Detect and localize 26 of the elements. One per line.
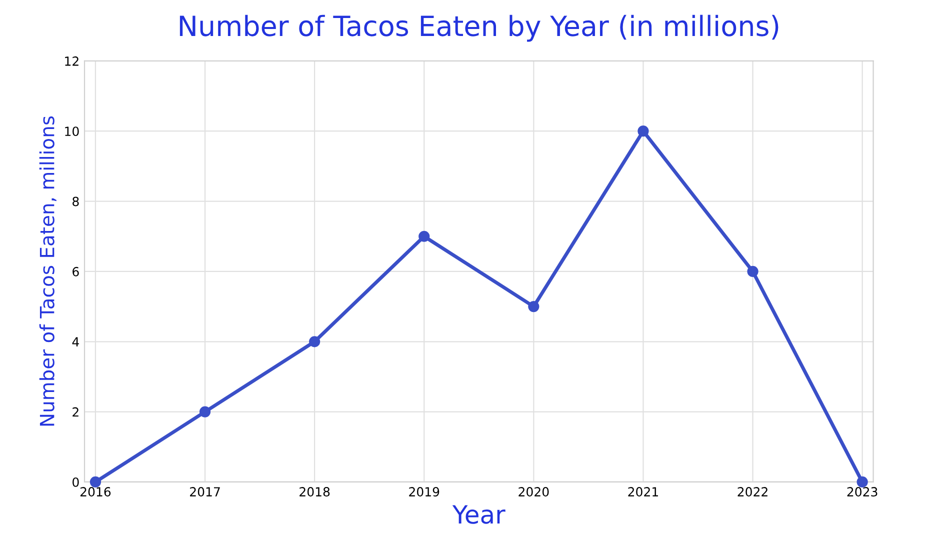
y-tick-label: 4 bbox=[72, 337, 79, 346]
x-axis-title: Year bbox=[452, 505, 506, 524]
x-tick-label: 2018 bbox=[300, 487, 330, 497]
x-tick-label: 2017 bbox=[190, 487, 220, 497]
point bbox=[418, 230, 430, 242]
y-tick-label: 10 bbox=[65, 126, 79, 136]
x-tick-label: 2022 bbox=[738, 487, 768, 497]
y-tick-label: 2 bbox=[72, 407, 78, 417]
point bbox=[199, 406, 211, 418]
y-axis-title: Number of Tacos Eaten, millions bbox=[39, 116, 56, 426]
y-tick-label: 8 bbox=[72, 196, 79, 206]
y-tick-label: 0 bbox=[72, 477, 79, 487]
point bbox=[528, 300, 540, 312]
x-tick-label: 2023 bbox=[847, 487, 878, 497]
y-tick-label: 12 bbox=[65, 56, 78, 66]
y-tick-label: 6 bbox=[72, 266, 79, 276]
point bbox=[638, 126, 649, 137]
x-tick-label: 2016 bbox=[80, 487, 111, 497]
point bbox=[309, 336, 320, 348]
x-tick-label: 2021 bbox=[628, 487, 658, 497]
x-tick-label: 2020 bbox=[518, 487, 549, 497]
x-tick-label: 2019 bbox=[409, 487, 440, 497]
point bbox=[747, 266, 758, 278]
chart-title: Number of Tacos Eaten by Year (in millions) bbox=[180, 14, 778, 42]
point bbox=[90, 476, 102, 488]
point bbox=[856, 476, 868, 488]
